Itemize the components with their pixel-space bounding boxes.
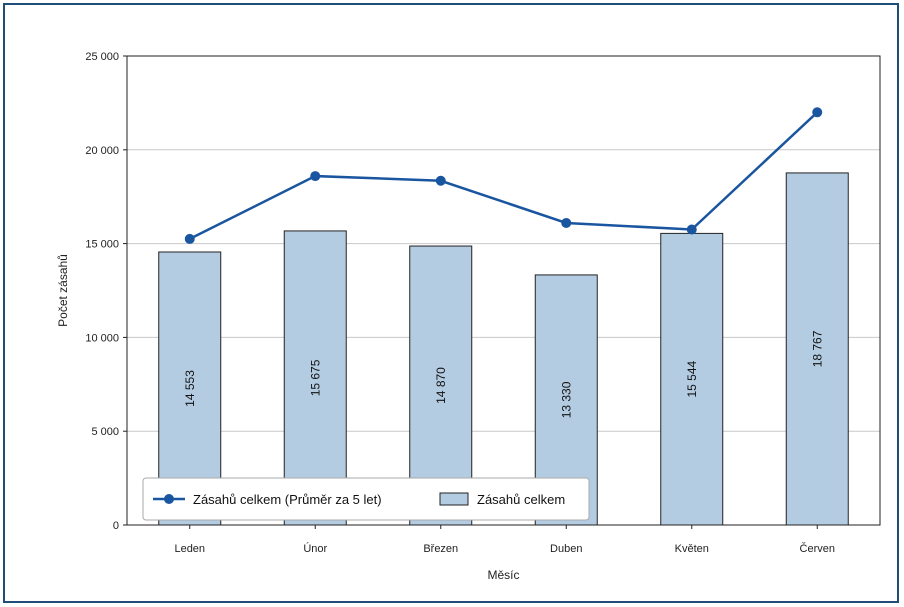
x-tick-label: Červen <box>800 542 835 555</box>
x-tick-label: Leden <box>174 543 205 555</box>
y-tick-label: 25 000 <box>85 51 119 63</box>
y-axis-ticks: 0 5 000 10 000 15 000 20 000 25 000 <box>85 51 127 532</box>
x-tick-label: Únor <box>303 542 327 555</box>
gridlines <box>127 149 880 432</box>
bar-value-label: 14 870 <box>434 367 448 404</box>
bar-series <box>158 172 849 526</box>
y-tick-label: 10 000 <box>85 332 119 344</box>
bar <box>785 172 849 526</box>
y-tick-label: 5 000 <box>91 426 119 438</box>
bar-value-label: 14 553 <box>183 370 197 407</box>
y-tick-label: 0 <box>113 520 119 532</box>
x-axis-ticks: Leden Únor Březen Duben Květen Červen <box>174 525 835 555</box>
series-line <box>189 111 819 241</box>
legend-bar-swatch <box>439 492 469 506</box>
legend-box <box>142 477 590 521</box>
line-point <box>310 171 321 182</box>
bar <box>283 230 347 526</box>
line-point <box>184 233 195 244</box>
x-tick-label: Květen <box>675 543 709 555</box>
x-tick-label: Březen <box>423 543 458 555</box>
bar-value-label: 18 767 <box>810 330 824 367</box>
line-point <box>435 175 446 186</box>
plot-area-border <box>126 55 881 526</box>
line-point <box>812 107 823 118</box>
legend-label-bar: Zásahů celkem <box>477 492 565 507</box>
bar-value-label: 15 544 <box>685 361 699 398</box>
y-tick-label: 15 000 <box>85 239 119 251</box>
bar <box>660 232 724 526</box>
bar-value-labels: 14 553 15 675 14 870 13 330 15 544 18 767 <box>183 330 825 418</box>
line-series <box>184 107 823 244</box>
x-tick-label: Duben <box>550 543 582 555</box>
bar-value-label: 13 330 <box>559 381 573 418</box>
y-axis-title: Počet zásahů <box>56 254 70 327</box>
line-point <box>561 217 572 228</box>
legend-line-marker <box>164 494 174 504</box>
legend: Zásahů celkem (Průměr za 5 let) Zásahů c… <box>142 477 590 521</box>
x-axis-title: Měsíc <box>487 568 519 582</box>
bar-value-label: 15 675 <box>308 359 322 396</box>
y-tick-label: 20 000 <box>85 145 119 157</box>
line-point <box>686 224 697 235</box>
legend-label-line: Zásahů celkem (Průměr za 5 let) <box>193 492 382 507</box>
